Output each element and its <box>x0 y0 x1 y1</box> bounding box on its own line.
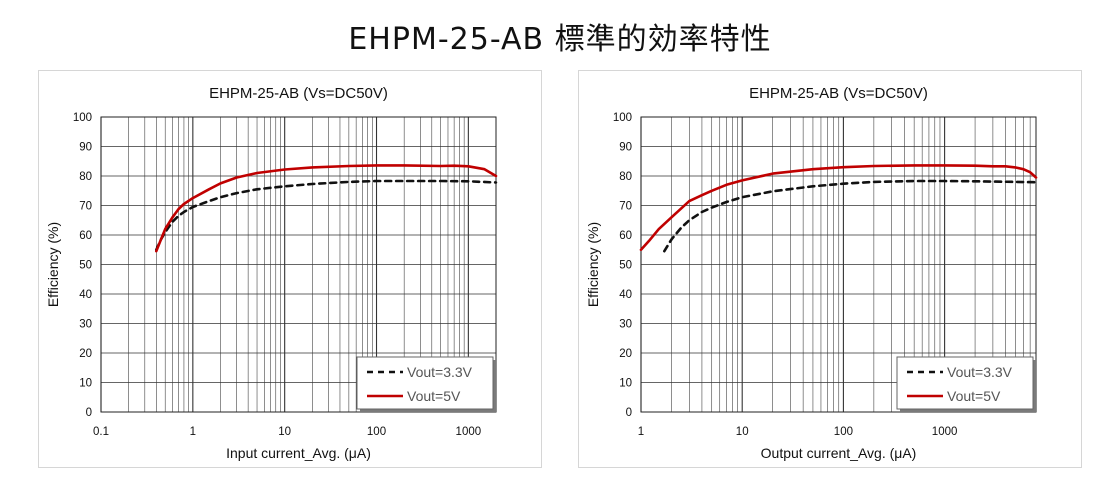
c1-x-tick-label: 1000 <box>932 426 958 438</box>
c1-y-tick-label: 90 <box>619 142 632 154</box>
c1-x-tick-label: 1 <box>638 426 644 438</box>
c0-plot-frame <box>100 116 497 413</box>
c0-y-tick-label: 60 <box>79 230 92 242</box>
c0-series-line-vout-5v <box>155 164 498 253</box>
c1-y-tick-label: 40 <box>619 289 632 301</box>
c0-y-tick-label: 40 <box>79 289 92 301</box>
c1-legend-label: Vout=5V <box>947 388 1001 404</box>
c1-y-tick-label: 10 <box>619 378 632 390</box>
c0-y-tick-label: 50 <box>79 260 92 272</box>
c1-y-tick-label: 100 <box>613 112 632 124</box>
c1-y-tick-label: 30 <box>619 319 632 331</box>
c0-x-tick-label: 1 <box>190 426 196 438</box>
c0-y-tick-label: 70 <box>79 201 92 213</box>
c0-legend-box <box>356 356 494 410</box>
efficiency-vs-input-current-chart: 0 10 20 30 40 50 60 70 80 90 100 0.1 1 10 100 1000 EHPM-… <box>45 85 498 461</box>
c1-y-tick-label: 50 <box>619 260 632 272</box>
chart-panel-input-current: 0 10 20 30 40 50 60 70 80 90 100 0.1 1 10 100 1000 EHPM-… <box>38 70 542 468</box>
c1-chart-title: EHPM-25-AB (Vs=DC50V) <box>749 85 928 102</box>
c1-x-axis-label: Output current_Avg. (μA) <box>761 445 917 461</box>
c1-y-tick-label: 60 <box>619 230 632 242</box>
c1-y-tick-label: 0 <box>626 407 632 419</box>
chart-panel-output-current: 0 10 20 30 40 50 60 70 80 90 100 1 10 100 1000 EHPM-25-… <box>578 70 1082 468</box>
c0-y-axis-label: Efficiency (%) <box>45 222 61 307</box>
c1-series-line-vout-3v3 <box>663 179 1038 253</box>
c0-y-tick-label: 20 <box>79 348 92 360</box>
c0-y-tick-label: 100 <box>73 112 92 124</box>
c0-x-tick-label: 0.1 <box>93 426 109 438</box>
c1-plot-frame <box>640 116 1037 413</box>
c0-y-tick-label: 80 <box>79 171 92 183</box>
c1-series-line-vout-5v <box>639 164 1038 252</box>
c1-legend-label: Vout=3.3V <box>947 364 1013 380</box>
c0-y-tick-label: 90 <box>79 142 92 154</box>
c1-y-tick-label: 70 <box>619 201 632 213</box>
c0-x-tick-label: 1000 <box>456 426 482 438</box>
c0-x-tick-label: 10 <box>278 426 291 438</box>
c1-y-tick-label: 20 <box>619 348 632 360</box>
c0-y-tick-label: 10 <box>79 378 92 390</box>
c1-legend-box <box>896 356 1034 410</box>
c1-x-tick-label: 100 <box>834 426 853 438</box>
c0-x-tick-label: 100 <box>367 426 386 438</box>
c0-series-line-vout-3v3 <box>155 179 498 252</box>
c0-legend-label: Vout=3.3V <box>407 364 473 380</box>
c1-y-axis-label: Efficiency (%) <box>585 222 601 307</box>
c0-x-axis-label: Input current_Avg. (μA) <box>226 445 371 461</box>
c0-y-tick-label: 0 <box>86 407 92 419</box>
c0-y-tick-label: 30 <box>79 319 92 331</box>
page-title: EHPM-25-AB 標準的効率特性 <box>348 22 772 57</box>
c1-x-tick-label: 10 <box>736 426 749 438</box>
c0-legend-label: Vout=5V <box>407 388 461 404</box>
c0-chart-title: EHPM-25-AB (Vs=DC50V) <box>209 85 388 102</box>
c1-y-tick-label: 80 <box>619 171 632 183</box>
